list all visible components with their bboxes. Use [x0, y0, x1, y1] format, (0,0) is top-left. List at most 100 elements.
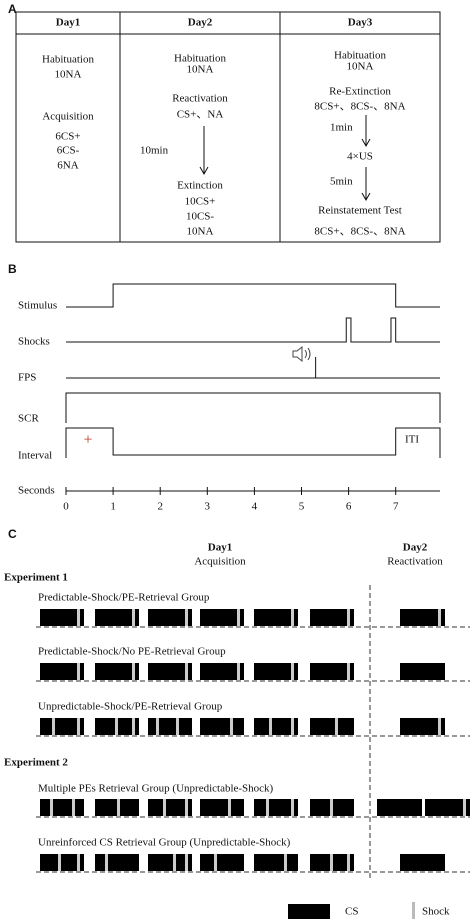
cs-block	[310, 663, 354, 680]
shock-stripe	[347, 609, 350, 626]
shock-stripe	[347, 854, 350, 871]
shock-stripe	[132, 663, 135, 680]
cs-block	[254, 609, 298, 626]
cs-block	[148, 718, 192, 735]
group-label: Predictable-Shock/No PE-Retrieval Group	[38, 646, 226, 658]
table-frame	[15, 11, 441, 243]
shock-stripe	[77, 663, 80, 680]
cs-block	[148, 854, 192, 871]
shock-stripe	[330, 854, 333, 871]
column-header: Day3	[348, 17, 373, 29]
shock-stripe	[330, 799, 333, 816]
procedure-text: Habituation	[334, 50, 386, 62]
procedure-text: 4×US	[347, 151, 373, 163]
shock-stripe	[185, 799, 188, 816]
procedure-text: Acquisition	[42, 111, 94, 123]
shock-stripe	[176, 718, 179, 735]
tick-label: 5	[299, 501, 305, 513]
panel-label: B	[8, 262, 17, 276]
shock-stripe	[438, 609, 441, 626]
procedure-text: 8CS+、8CS-、8NA	[314, 226, 405, 238]
group-label: Unreinforced CS Retrieval Group (Unpredi…	[38, 837, 291, 849]
procedure-text: 10NA	[55, 69, 82, 81]
shock-stripe	[72, 799, 75, 816]
procedure-text: CS+、NA	[177, 109, 224, 121]
legend-shock-swatch	[412, 902, 415, 919]
cs-block	[200, 854, 244, 871]
shock-stripe	[291, 609, 294, 626]
cs-block	[148, 663, 192, 680]
shock-stripe	[185, 609, 188, 626]
cs-block	[254, 718, 298, 735]
tick-label: 2	[157, 501, 163, 513]
procedure-text: Habituation	[174, 53, 226, 65]
shock-stripe	[185, 663, 188, 680]
row-label: SCR	[18, 413, 39, 425]
stimulus-trace	[66, 283, 440, 308]
cs-block	[95, 663, 139, 680]
cs-block	[254, 799, 298, 816]
arrow-head	[361, 192, 371, 202]
shock-stripe	[266, 799, 269, 816]
shock-stripe	[335, 718, 338, 735]
shock-stripe	[156, 718, 159, 735]
cs-block	[40, 609, 84, 626]
procedure-text: 10CS-	[186, 211, 214, 223]
procedure-text: Extinction	[177, 180, 223, 192]
cs-block	[200, 663, 244, 680]
cs-block	[40, 799, 84, 816]
cs-block	[400, 854, 445, 871]
shock-stripe	[185, 854, 188, 871]
cs-block	[148, 799, 192, 816]
shock-stripe	[77, 609, 80, 626]
shock-stripe	[237, 663, 240, 680]
tick-label: 1	[110, 501, 116, 513]
row-label: Shocks	[18, 336, 50, 348]
column-header: Day1	[56, 17, 80, 29]
cs-block	[400, 609, 445, 626]
speaker-icon	[292, 345, 311, 363]
procedure-text: Re-Extinction	[329, 86, 391, 98]
procedure-text: 10CS+	[185, 196, 216, 208]
group-label: Multiple PEs Retrieval Group (Unpredicta…	[38, 783, 274, 795]
procedure-text: 10NA	[187, 64, 214, 76]
cs-block	[40, 854, 84, 871]
row-label: Seconds	[18, 485, 55, 497]
cs-block	[254, 854, 298, 871]
procedure-text: 6NA	[57, 160, 78, 172]
experiment-title: Experiment 1	[4, 572, 68, 584]
cs-block	[400, 718, 445, 735]
shock-stripe	[115, 718, 118, 735]
shock-stripe	[77, 718, 80, 735]
shock-stripe	[237, 609, 240, 626]
cs-block	[425, 799, 470, 816]
panel-label: C	[8, 527, 17, 541]
procedure-text: 10NA	[187, 226, 214, 238]
shock-stripe	[105, 854, 108, 871]
shock-stripe	[291, 799, 294, 816]
tick-label: 4	[252, 501, 258, 513]
procedure-text: Reactivation	[172, 93, 228, 105]
interval-label: 10min	[140, 145, 169, 157]
tick-label: 3	[205, 501, 211, 513]
tick-label: 7	[393, 501, 399, 513]
day-label: Day1	[208, 542, 232, 554]
shock-stripe	[173, 854, 176, 871]
tick-label: 6	[346, 501, 352, 513]
phase-label: Reactivation	[387, 556, 443, 568]
cs-block	[40, 718, 84, 735]
procedure-text: 10NA	[347, 61, 374, 73]
shock-stripe	[269, 718, 272, 735]
group-label: Predictable-Shock/PE-Retrieval Group	[38, 592, 210, 604]
shock-stripe	[52, 718, 55, 735]
row-label: FPS	[18, 372, 36, 384]
shock-stripe	[132, 609, 135, 626]
cs-block	[310, 609, 354, 626]
row-label: Interval	[18, 450, 52, 462]
shock-stripe	[50, 799, 53, 816]
shock-stripe	[291, 663, 294, 680]
day-label: Day2	[403, 542, 428, 554]
cs-block	[148, 609, 192, 626]
cs-block	[95, 854, 139, 871]
